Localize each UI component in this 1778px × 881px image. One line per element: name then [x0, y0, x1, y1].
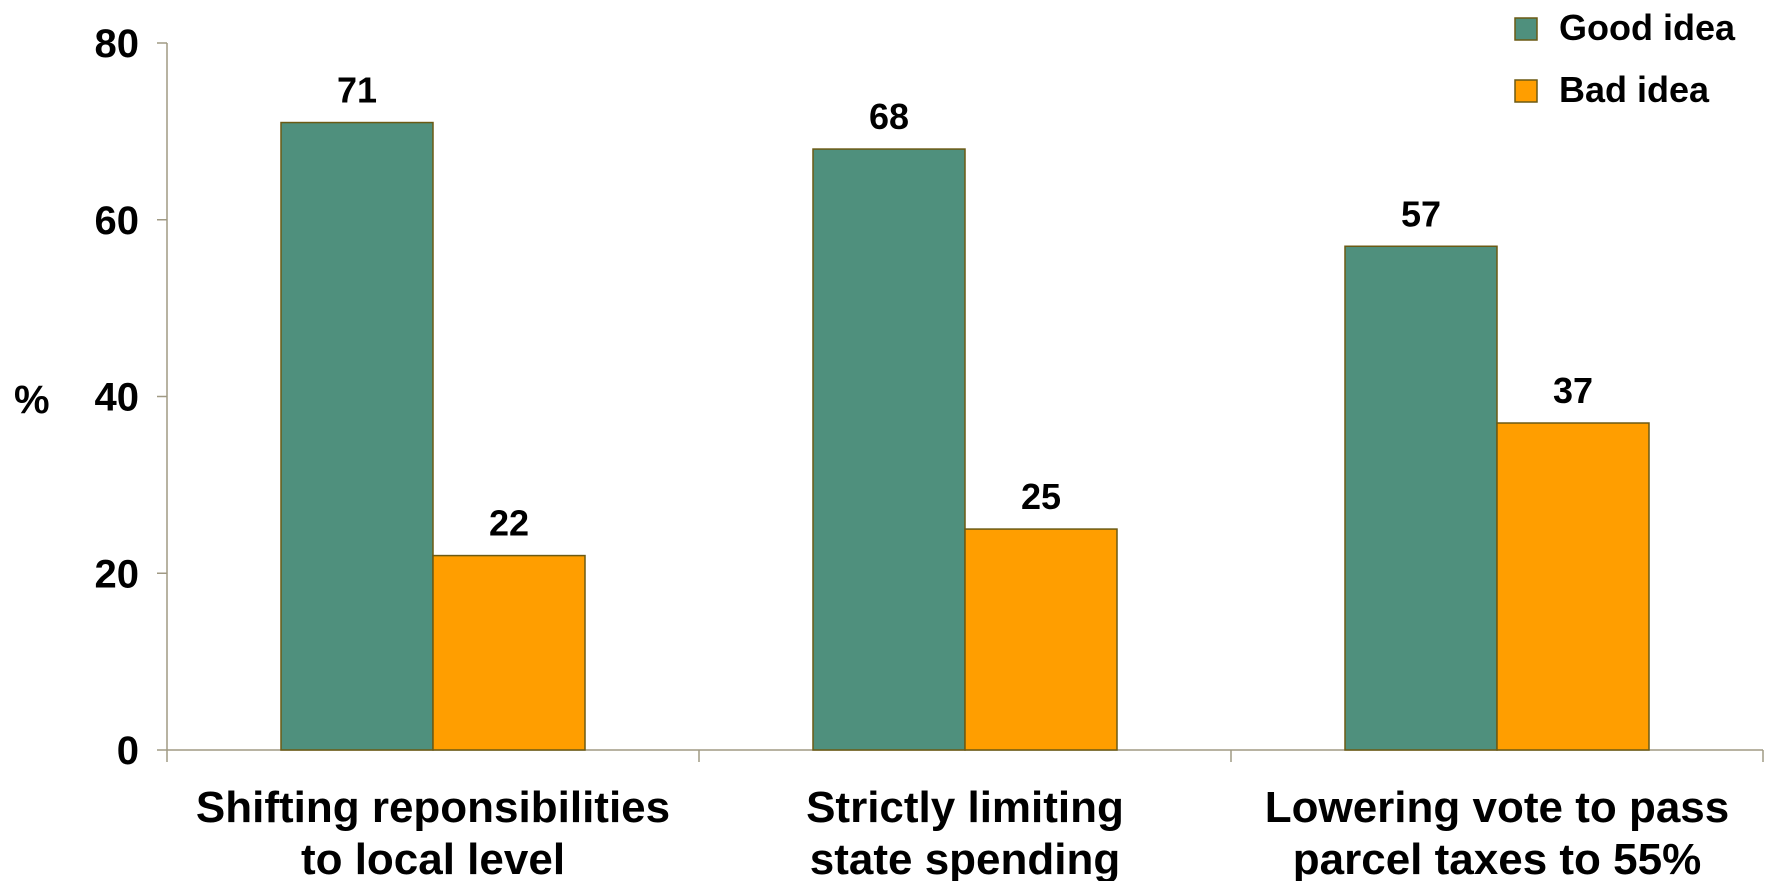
bar	[1344, 245, 1498, 751]
data-label: 68	[869, 96, 909, 137]
legend-swatch	[1514, 17, 1538, 41]
x-category-label-line: parcel taxes to 55%	[1293, 835, 1701, 881]
data-labels: 71 22 68 25 57 37	[337, 70, 1593, 544]
y-tick-label: 80	[95, 22, 140, 66]
bar	[1496, 422, 1650, 751]
x-category-label-line: Strictly limiting	[806, 783, 1124, 832]
x-category-label-line: Shifting reponsibilities	[196, 783, 670, 832]
x-category-label-line: Lowering vote to pass	[1265, 783, 1730, 832]
x-category-label: Shifting reponsibilities to local level	[196, 783, 670, 881]
y-tick-label: 0	[117, 729, 139, 773]
legend-label: Bad idea	[1559, 69, 1710, 110]
data-label: 25	[1021, 476, 1061, 517]
data-label: 37	[1553, 370, 1593, 411]
data-label: 22	[489, 503, 529, 544]
bar	[280, 121, 434, 751]
y-tick-label: 20	[95, 552, 140, 596]
x-category-label-line: state spending	[810, 835, 1121, 881]
bar	[432, 554, 586, 751]
y-tick-label: 40	[95, 376, 140, 420]
legend-swatch	[1514, 79, 1538, 103]
x-category-label-line: to local level	[301, 835, 565, 881]
x-category-label: Strictly limiting state spending	[806, 783, 1124, 881]
bar	[964, 528, 1118, 751]
data-label: 71	[337, 70, 377, 111]
legend: Good idea Bad idea	[1514, 7, 1736, 110]
x-category-label: Lowering vote to pass parcel taxes to 55%	[1265, 783, 1730, 881]
y-tick-label: 60	[95, 199, 140, 243]
bars	[280, 121, 1650, 751]
bar	[812, 148, 966, 751]
data-label: 57	[1401, 193, 1441, 234]
axes: 0 20 40 60 80 Shifting reponsibilities to loca…	[95, 22, 1764, 881]
y-axis-label: %	[14, 378, 50, 422]
legend-label: Good idea	[1559, 7, 1736, 48]
